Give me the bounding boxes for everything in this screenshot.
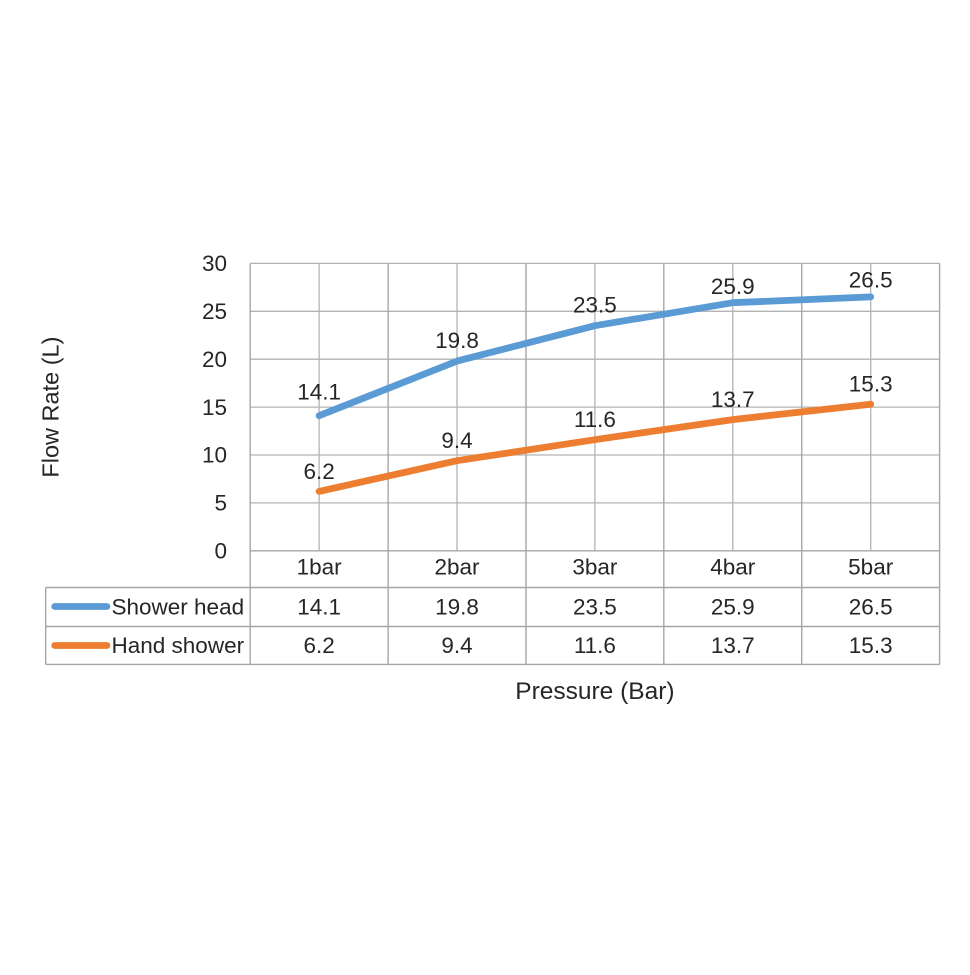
svg-text:5bar: 5bar bbox=[848, 555, 894, 580]
svg-text:11.6: 11.6 bbox=[574, 407, 616, 432]
svg-text:6.2: 6.2 bbox=[303, 459, 334, 484]
svg-text:9.4: 9.4 bbox=[441, 428, 472, 453]
svg-text:6.2: 6.2 bbox=[303, 633, 334, 658]
svg-text:13.7: 13.7 bbox=[711, 633, 755, 658]
svg-text:15.3: 15.3 bbox=[849, 372, 893, 397]
svg-text:Flow Rate (L): Flow Rate (L) bbox=[38, 337, 64, 478]
svg-text:26.5: 26.5 bbox=[849, 595, 893, 620]
svg-text:3bar: 3bar bbox=[572, 555, 618, 580]
svg-text:1bar: 1bar bbox=[297, 555, 343, 580]
svg-text:2bar: 2bar bbox=[434, 555, 480, 580]
svg-text:Pressure (Bar): Pressure (Bar) bbox=[515, 678, 674, 705]
svg-text:25.9: 25.9 bbox=[711, 274, 755, 299]
svg-text:25.9: 25.9 bbox=[711, 595, 755, 620]
svg-text:10: 10 bbox=[202, 443, 227, 468]
svg-text:14.1: 14.1 bbox=[297, 379, 341, 404]
svg-text:15.3: 15.3 bbox=[849, 633, 893, 658]
svg-text:14.1: 14.1 bbox=[297, 595, 341, 620]
svg-text:20: 20 bbox=[202, 347, 227, 372]
svg-text:30: 30 bbox=[202, 251, 227, 276]
svg-text:23.5: 23.5 bbox=[573, 293, 617, 318]
svg-text:4bar: 4bar bbox=[710, 555, 756, 580]
svg-text:Shower head: Shower head bbox=[112, 595, 245, 620]
svg-text:15: 15 bbox=[202, 395, 227, 420]
svg-text:9.4: 9.4 bbox=[441, 633, 472, 658]
svg-text:11.6: 11.6 bbox=[574, 633, 616, 658]
svg-text:23.5: 23.5 bbox=[573, 595, 617, 620]
svg-text:13.7: 13.7 bbox=[711, 387, 755, 412]
svg-text:Hand shower: Hand shower bbox=[112, 633, 245, 658]
svg-text:0: 0 bbox=[214, 539, 227, 564]
svg-text:5: 5 bbox=[214, 491, 227, 516]
svg-text:19.8: 19.8 bbox=[435, 328, 479, 353]
svg-text:19.8: 19.8 bbox=[435, 595, 479, 620]
svg-text:25: 25 bbox=[202, 299, 227, 324]
svg-text:26.5: 26.5 bbox=[849, 267, 893, 292]
